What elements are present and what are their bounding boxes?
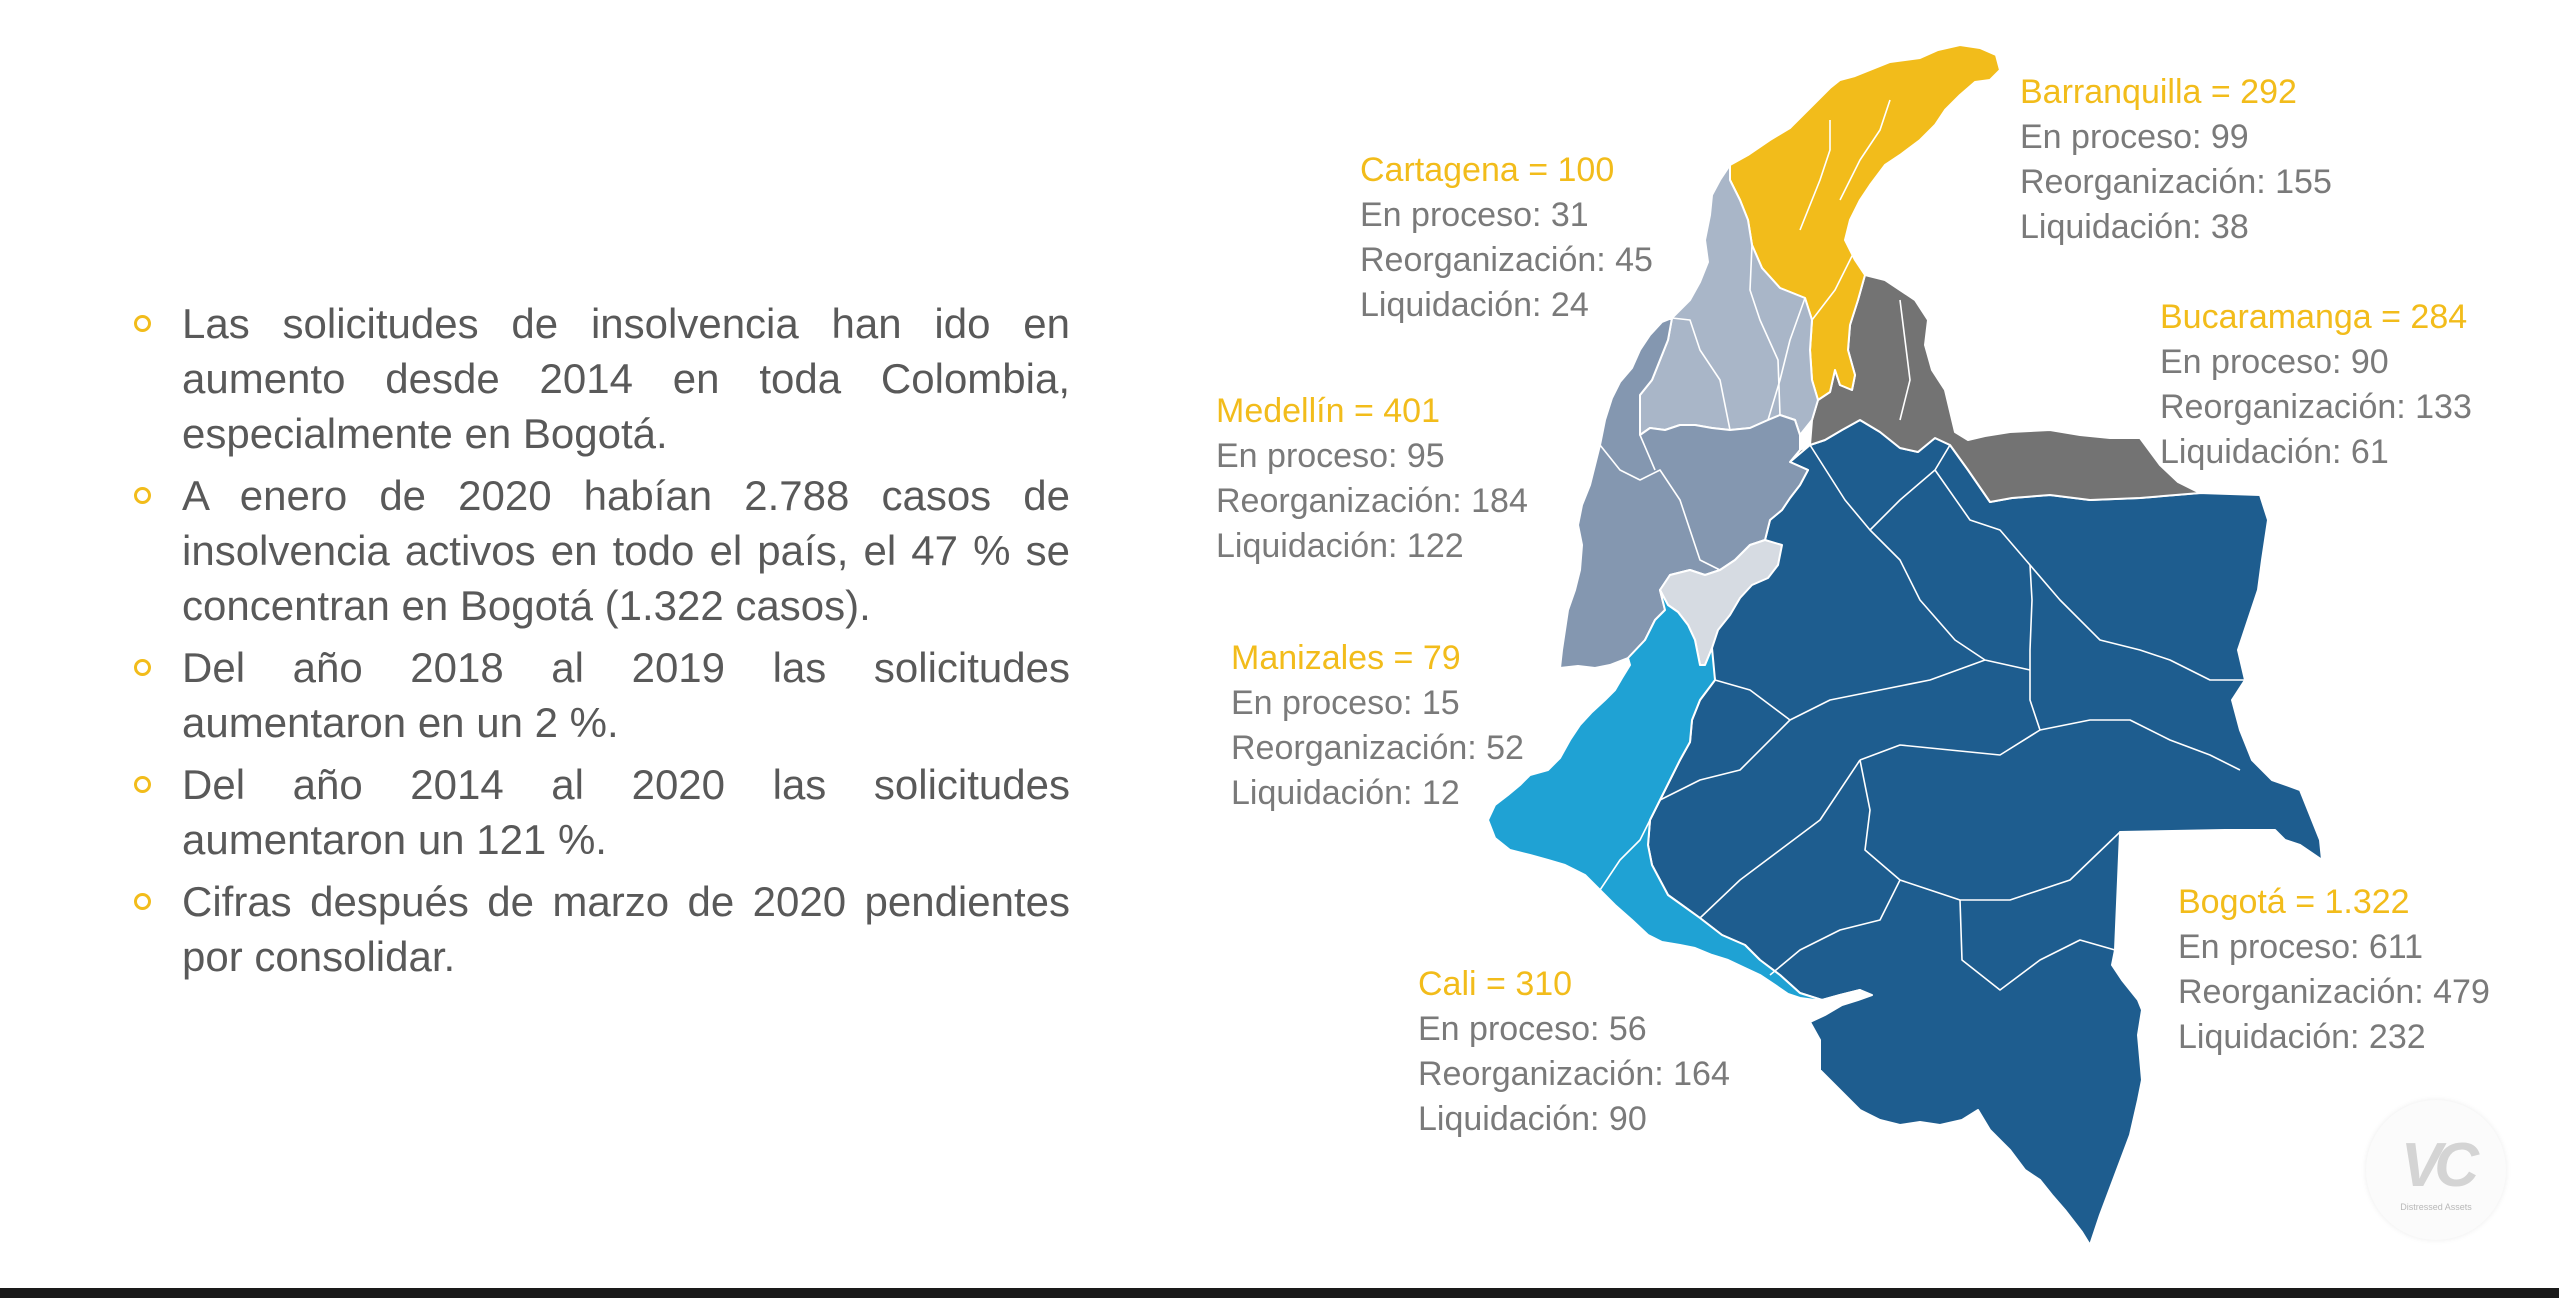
- logo-mark: VC: [2400, 1131, 2479, 1200]
- label-medellin: Medellín = 401 En proceso: 95 Reorganiza…: [1216, 389, 1528, 569]
- city-title: Medellín = 401: [1216, 392, 1440, 430]
- boundary-line: [1769, 879, 1901, 976]
- city-liquidacion: Liquidación: 232: [2178, 1018, 2426, 1056]
- vc-logo: VC Distressed Assets: [2366, 1100, 2506, 1240]
- label-bogota: Bogotá = 1.322 En proceso: 611 Reorganiz…: [2178, 880, 2490, 1060]
- boundary-line: [1749, 244, 1781, 416]
- city-en-proceso: En proceso: 95: [1216, 437, 1445, 475]
- city-en-proceso: En proceso: 99: [2020, 118, 2249, 156]
- city-en-proceso: En proceso: 611: [2178, 928, 2424, 966]
- label-cartagena: Cartagena = 100 En proceso: 31 Reorganiz…: [1360, 148, 1653, 328]
- label-manizales: Manizales = 79 En proceso: 15 Reorganiza…: [1231, 636, 1524, 816]
- boundary-line: [1859, 759, 2121, 901]
- boundary-line: [1714, 679, 1791, 721]
- bullet-item: Las solicitudes de insolvencia han ido e…: [130, 296, 1070, 461]
- city-reorganizacion: Reorganización: 45: [1360, 241, 1653, 279]
- boundary-line: [1767, 297, 1806, 421]
- city-en-proceso: En proceso: 90: [2160, 343, 2389, 381]
- city-en-proceso: En proceso: 31: [1360, 196, 1589, 234]
- city-reorganizacion: Reorganización: 184: [1216, 482, 1528, 520]
- bullet-text: A enero de 2020 habían 2.788 casos de in…: [182, 472, 1070, 629]
- city-reorganizacion: Reorganización: 479: [2178, 973, 2490, 1011]
- logo-caption: Distressed Assets: [2400, 1202, 2472, 1212]
- city-liquidacion: Liquidación: 12: [1231, 774, 1460, 812]
- city-title: Cali = 310: [1418, 965, 1573, 1003]
- city-reorganizacion: Reorganización: 155: [2020, 163, 2332, 201]
- city-title: Bogotá = 1.322: [2178, 883, 2410, 921]
- city-title: Barranquilla = 292: [2020, 73, 2297, 111]
- boundary-line: [1639, 434, 1656, 471]
- boundary-line: [1699, 759, 1861, 919]
- boundary-line: [1599, 819, 1651, 891]
- boundary-line: [1811, 239, 1861, 321]
- city-liquidacion: Liquidación: 61: [2160, 433, 2389, 471]
- label-bucaramanga: Bucaramanga = 284 En proceso: 90 Reorgan…: [2160, 295, 2472, 475]
- city-liquidacion: Liquidación: 38: [2020, 208, 2249, 246]
- boundary-line: [1899, 299, 1911, 421]
- label-barranquilla: Barranquilla = 292 En proceso: 99 Reorga…: [2020, 70, 2332, 250]
- boundary-line: [1671, 317, 1731, 431]
- boundary-line: [1859, 729, 2041, 761]
- city-liquidacion: Liquidación: 122: [1216, 527, 1464, 565]
- circle-bullet-icon: [134, 893, 151, 910]
- boundary-line: [1659, 719, 1791, 801]
- city-title: Manizales = 79: [1231, 639, 1461, 677]
- circle-bullet-icon: [134, 776, 151, 793]
- bullet-item: Cifras después de marzo de 2020 pendient…: [130, 874, 1070, 984]
- region-cali: [1487, 589, 1861, 1001]
- bullet-item: Del año 2018 al 2019 las solicitudes aum…: [130, 640, 1070, 750]
- bullet-text: Del año 2018 al 2019 las solicitudes aum…: [182, 644, 1070, 746]
- city-reorganizacion: Reorganización: 164: [1418, 1055, 1730, 1093]
- circle-bullet-icon: [134, 487, 151, 504]
- label-cali: Cali = 310 En proceso: 56 Reorganización…: [1418, 962, 1730, 1142]
- city-title: Cartagena = 100: [1360, 151, 1615, 189]
- bullet-text: Las solicitudes de insolvencia han ido e…: [182, 300, 1070, 457]
- boundary-line: [1839, 99, 1891, 201]
- bullet-item: A enero de 2020 habían 2.788 casos de in…: [130, 468, 1070, 633]
- city-reorganizacion: Reorganización: 52: [1231, 729, 1524, 767]
- city-en-proceso: En proceso: 56: [1418, 1010, 1647, 1048]
- city-en-proceso: En proceso: 15: [1231, 684, 1460, 722]
- boundary-line: [1789, 659, 1986, 721]
- bottom-bar: [0, 1288, 2559, 1298]
- boundary-line: [1809, 444, 2031, 671]
- boundary-line: [1599, 444, 1721, 571]
- boundary-line: [1799, 120, 1831, 231]
- bullet-item: Del año 2014 al 2020 las solicitudes aum…: [130, 757, 1070, 867]
- circle-bullet-icon: [134, 659, 151, 676]
- city-liquidacion: Liquidación: 90: [1418, 1100, 1647, 1138]
- boundary-line: [1934, 469, 2245, 681]
- city-liquidacion: Liquidación: 24: [1360, 286, 1589, 324]
- circle-bullet-icon: [134, 315, 151, 332]
- city-reorganizacion: Reorganización: 133: [2160, 388, 2472, 426]
- city-title: Bucaramanga = 284: [2160, 298, 2468, 336]
- bullet-text: Del año 2014 al 2020 las solicitudes aum…: [182, 761, 1070, 863]
- boundary-line: [1959, 899, 2116, 991]
- boundary-line: [2029, 564, 2241, 771]
- bullet-list: Las solicitudes de insolvencia han ido e…: [130, 296, 1070, 991]
- boundary-line: [1869, 444, 1951, 531]
- bullet-text: Cifras después de marzo de 2020 pendient…: [182, 878, 1070, 980]
